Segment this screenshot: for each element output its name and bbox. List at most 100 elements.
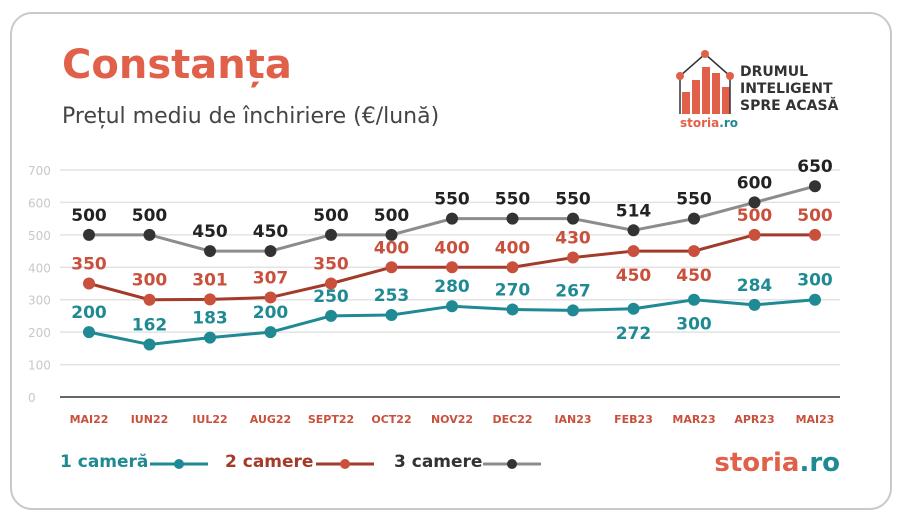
data-point [264,291,277,304]
data-point [83,228,95,241]
data-point [385,308,398,321]
data-label: 550 [434,190,470,210]
data-label: 301 [192,270,228,290]
data-point [809,180,821,193]
data-point [506,261,519,274]
data-label: 183 [192,309,228,329]
data-label: 284 [737,276,773,296]
data-point [83,277,95,290]
y-tick-label: 100 [28,359,51,373]
data-point [446,212,458,225]
data-label: 500 [71,206,107,226]
data-point [143,338,156,351]
data-point [506,303,519,316]
x-tick-label: APR23 [734,413,774,426]
x-tick-label: IUL22 [192,413,227,426]
logo-brand: storia.ro [680,116,738,130]
data-point [627,224,640,237]
chart-card [10,12,892,510]
data-point [627,245,640,258]
data-label: 450 [253,222,289,242]
data-point [809,293,821,306]
data-point [809,228,821,241]
data-label: 600 [737,173,773,193]
data-point [204,245,216,258]
data-point [143,228,156,241]
y-tick-label: 600 [28,196,51,210]
legend-marker [340,459,350,469]
data-label: 270 [495,280,531,300]
x-tick-label: AUG22 [250,413,291,426]
y-tick-label: 300 [28,294,51,308]
legend-marker [507,459,517,469]
x-tick-label: MAI23 [796,413,835,426]
data-point [446,300,458,313]
logo-line: SPRE ACASĂ [740,98,839,114]
logo-line: DRUMUL [740,64,808,80]
data-label: 500 [737,206,773,226]
data-label: 500 [374,206,410,226]
data-label: 307 [253,268,289,288]
data-point [143,293,156,306]
data-label: 450 [192,222,228,242]
footer-brand: storia.ro [714,448,840,478]
legend-label: 1 cameră [60,452,149,472]
data-label: 500 [313,206,349,226]
legend-2-camere: 2 camere [225,452,313,472]
brand-tld: .ro [799,448,840,478]
data-label: 253 [374,286,410,306]
data-label: 350 [313,254,349,274]
data-label: 267 [555,281,591,301]
data-label: 500 [797,206,833,226]
x-tick-label: FEB23 [614,413,653,426]
data-point [264,326,277,339]
y-tick-label: 500 [28,229,51,243]
data-point [204,293,216,306]
data-label: 400 [374,238,410,258]
data-label: 350 [71,254,107,274]
data-label: 300 [132,271,168,291]
data-label: 514 [616,201,652,221]
data-point [83,326,95,339]
data-label: 650 [797,157,833,177]
data-point [325,277,337,290]
logo-tagline: DRUMUL INTELIGENT SPRE ACASĂ [740,64,860,115]
data-label: 450 [616,266,652,286]
y-tick-label: 0 [28,391,36,405]
chart-subtitle: Prețul mediu de închiriere (€/lună) [62,104,440,129]
data-label: 300 [676,315,712,335]
data-label: 400 [434,238,470,258]
legend-label: 2 camere [225,452,314,472]
x-tick-label: DEC22 [492,413,532,426]
logo-brand-tld: .ro [719,116,738,130]
x-tick-label: OCT22 [371,413,411,426]
data-point [264,245,277,258]
x-tick-label: MAI22 [70,413,109,426]
data-point [748,196,761,209]
data-point [385,261,398,274]
data-point [567,251,579,264]
logo-line: INTELIGENT [740,81,833,97]
y-tick-label: 200 [28,326,51,340]
legend-3-camere: 3 camere [394,452,482,472]
data-point [204,331,216,344]
data-label: 450 [676,266,712,286]
data-label: 300 [797,271,833,291]
legend-label: 3 camere [394,452,483,472]
x-tick-label: SEPT22 [308,413,354,426]
legend-marker [174,459,184,469]
data-label: 550 [676,190,712,210]
legend-1-camera: 1 cameră [60,452,148,472]
data-label: 280 [434,277,470,297]
data-point [748,298,761,311]
x-tick-label: IAN23 [554,413,591,426]
data-point [688,212,700,225]
x-tick-label: MAR23 [672,413,715,426]
y-tick-label: 700 [28,164,51,178]
logo-brand-name: storia [680,116,720,130]
data-point [688,245,700,258]
page-title: Constanța [62,42,292,88]
x-tick-label: NOV22 [431,413,473,426]
data-point [446,261,458,274]
